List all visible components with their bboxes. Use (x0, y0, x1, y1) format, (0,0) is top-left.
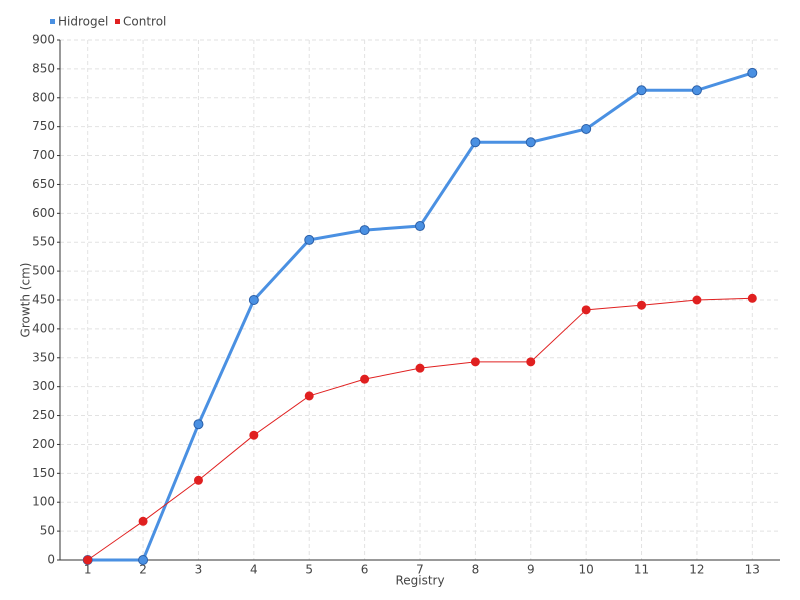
x-tick-label: 1 (84, 563, 92, 577)
x-tick-label: 6 (361, 563, 369, 577)
legend-swatch (50, 19, 55, 24)
x-axis-label: Registry (395, 574, 444, 588)
y-tick-label: 200 (32, 437, 55, 451)
x-tick-label: 9 (527, 563, 535, 577)
y-tick-label: 150 (32, 466, 55, 480)
y-tick-label: 850 (32, 61, 55, 75)
y-tick-label: 300 (32, 379, 55, 393)
data-point (747, 67, 758, 78)
data-point (138, 516, 148, 526)
x-tick-label: 10 (579, 563, 594, 577)
x-tick-label: 11 (634, 563, 649, 577)
data-point (692, 295, 702, 305)
x-tick-label: 2 (139, 563, 147, 577)
data-point (138, 555, 149, 565)
y-tick-label: 50 (40, 524, 55, 538)
data-point (193, 475, 203, 485)
data-point (304, 234, 315, 245)
y-tick-label: 550 (32, 235, 55, 249)
data-point (249, 430, 259, 440)
data-point (83, 555, 93, 565)
y-tick-label: 600 (32, 206, 55, 220)
data-point (470, 137, 481, 148)
y-tick-label: 0 (47, 553, 55, 567)
data-point (581, 123, 592, 134)
data-point (581, 305, 591, 315)
x-tick-label: 7 (416, 563, 424, 577)
data-point (637, 300, 647, 310)
y-tick-label: 450 (32, 293, 55, 307)
data-point (415, 221, 425, 232)
data-point (360, 374, 370, 384)
data-point (526, 357, 536, 367)
data-point (691, 85, 702, 96)
data-point (525, 137, 536, 148)
legend-label: Hidrogel (58, 15, 108, 29)
data-point (248, 295, 259, 305)
y-tick-label: 400 (32, 321, 55, 335)
data-point (193, 419, 204, 430)
data-point (747, 293, 757, 303)
data-point (415, 363, 425, 373)
y-tick-label: 650 (32, 177, 55, 191)
y-tick-label: 100 (32, 495, 55, 509)
x-tick-label: 4 (250, 563, 258, 577)
data-point (636, 85, 647, 96)
y-tick-label: 250 (32, 408, 55, 422)
data-point (470, 357, 480, 367)
y-tick-label: 900 (32, 33, 55, 47)
data-point (304, 391, 314, 401)
x-tick-label: 3 (195, 563, 203, 577)
y-tick-label: 750 (32, 119, 55, 133)
legend-label: Control (123, 15, 166, 29)
y-tick-label: 700 (32, 148, 55, 162)
x-tick-label: 13 (745, 563, 760, 577)
y-tick-label: 350 (32, 350, 55, 364)
legend-swatch (115, 19, 120, 24)
y-axis-label: Growth (cm) (19, 263, 33, 338)
x-tick-label: 8 (472, 563, 480, 577)
y-tick-label: 800 (32, 90, 55, 104)
data-point (359, 225, 370, 236)
x-tick-label: 12 (689, 563, 704, 577)
x-tick-label: 5 (305, 563, 313, 577)
y-tick-label: 500 (32, 264, 55, 278)
